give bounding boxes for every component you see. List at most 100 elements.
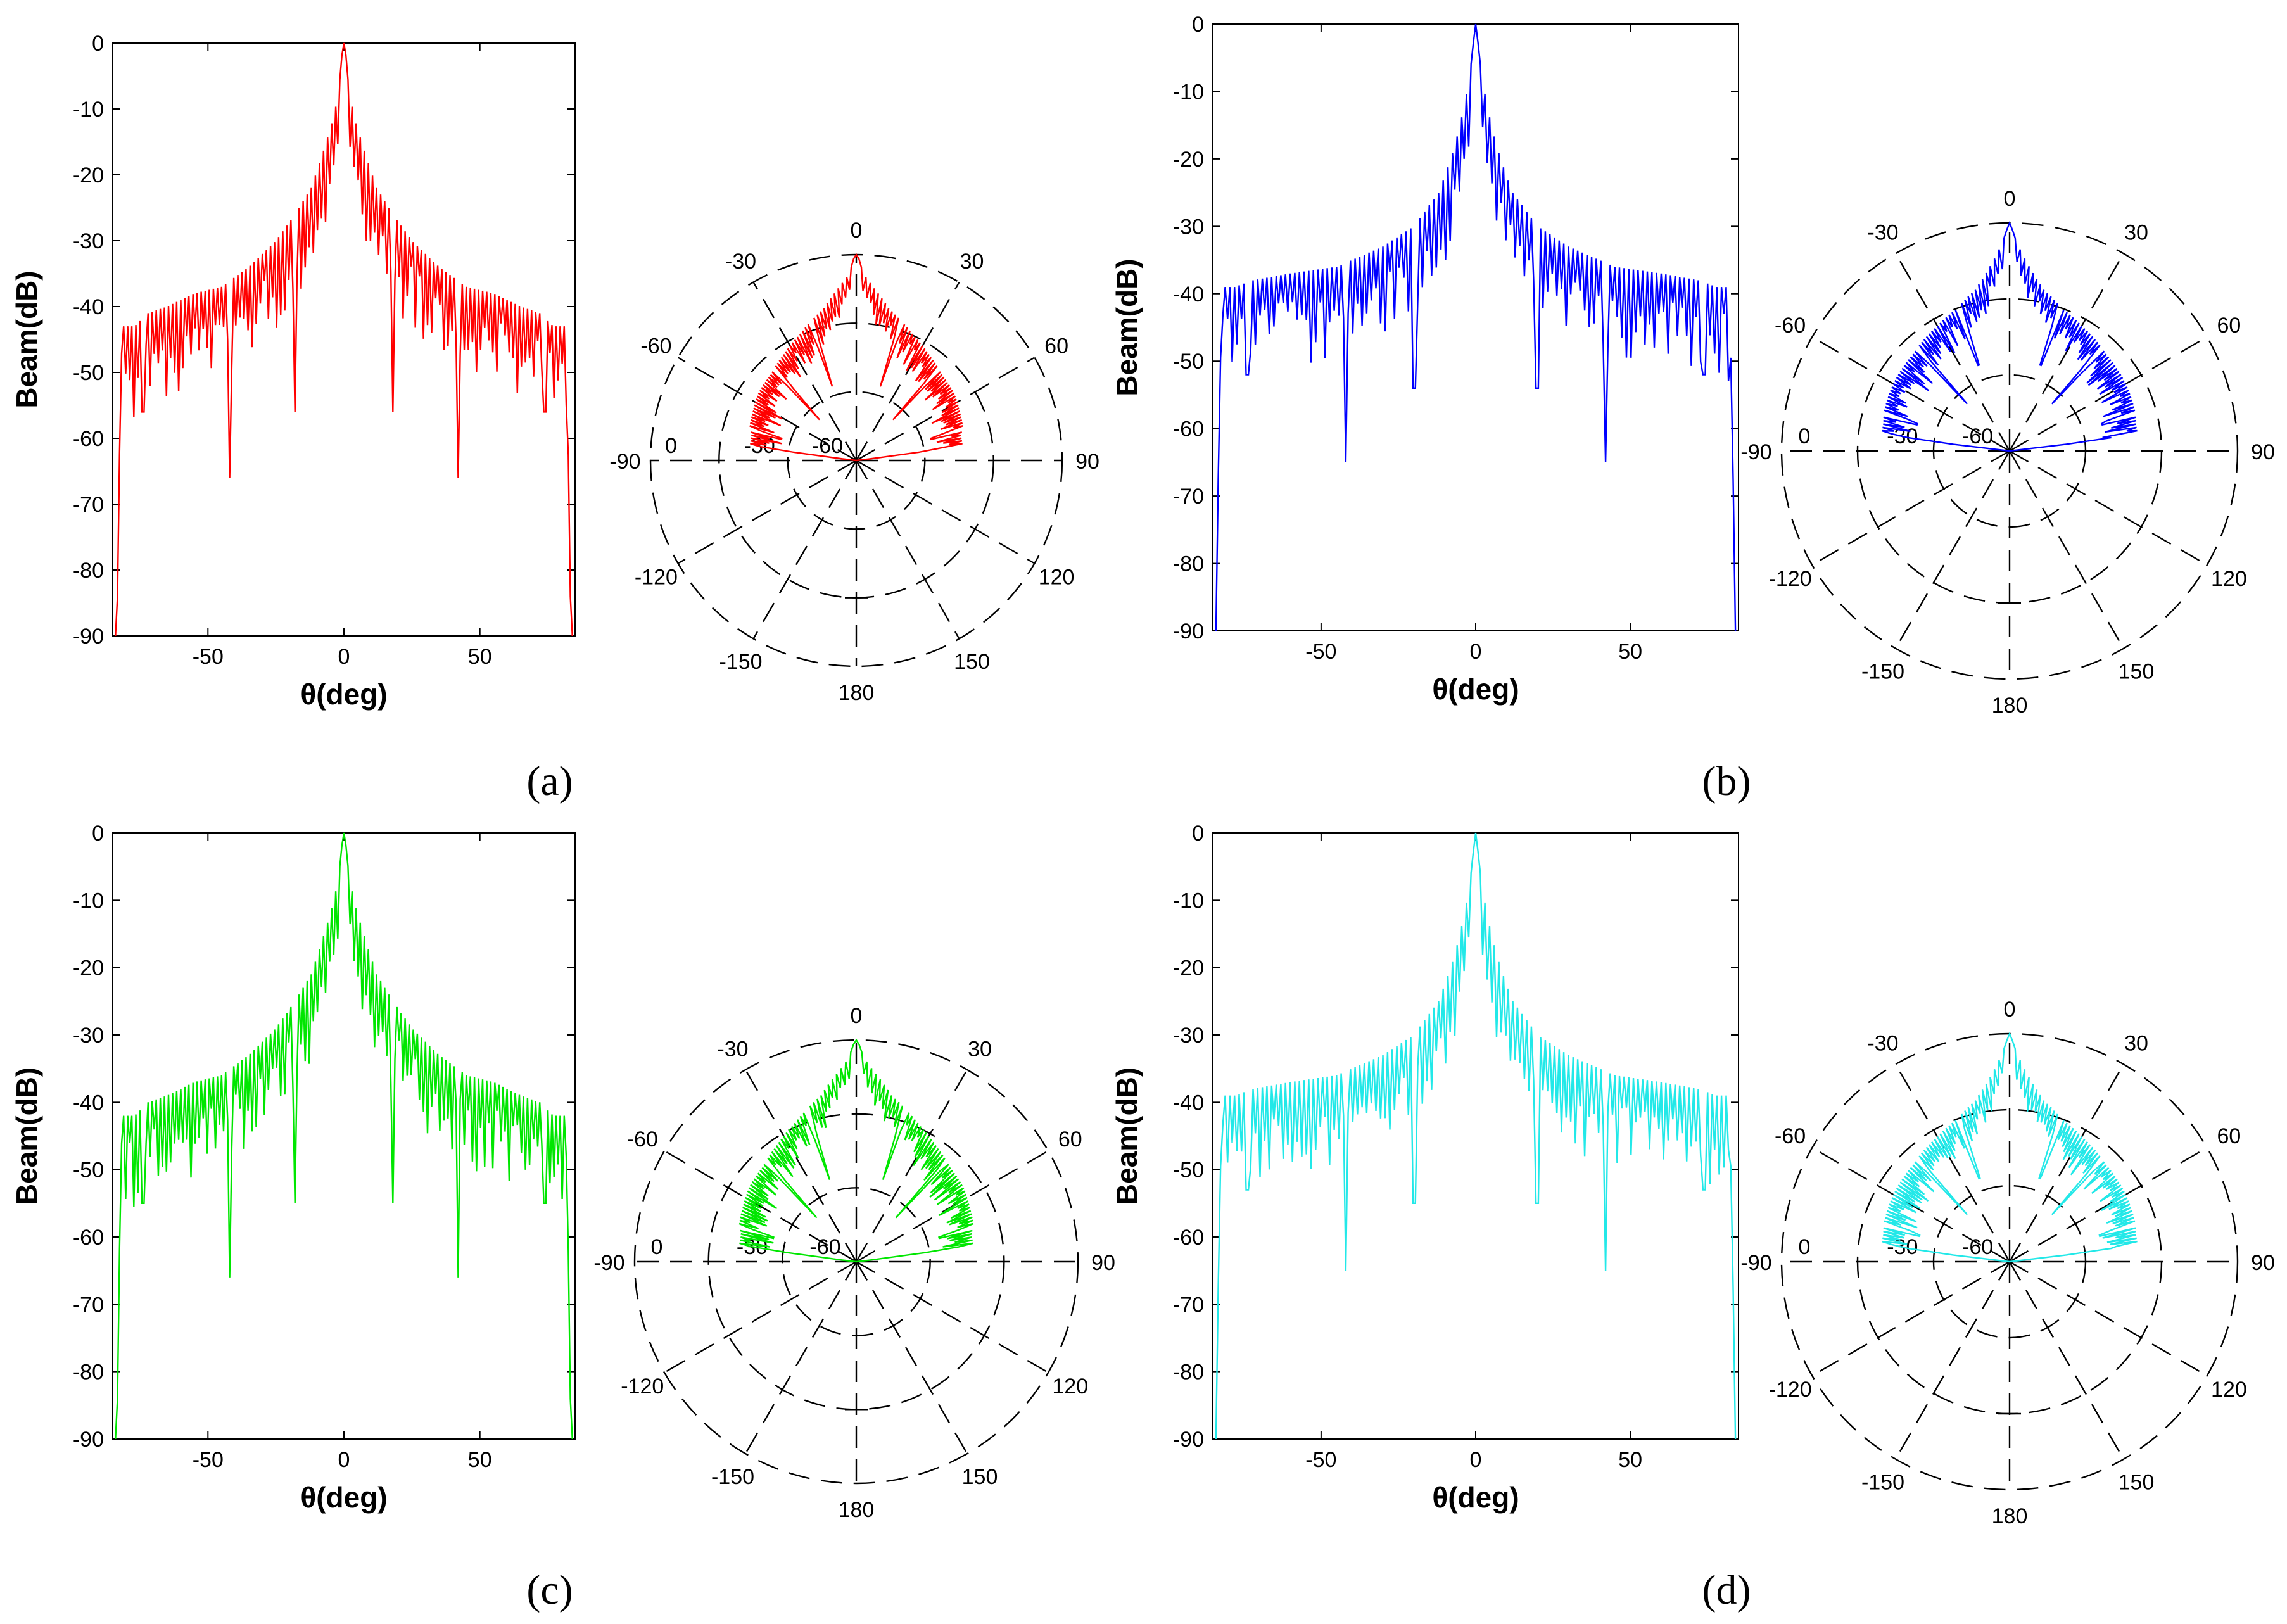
y-tick-label: -60 — [1173, 417, 1204, 441]
y-axis-label: Beam(dB) — [10, 270, 43, 408]
y-tick-label: -80 — [73, 559, 104, 583]
polar-angle-label: -150 — [719, 650, 762, 674]
y-tick-label: -50 — [73, 361, 104, 385]
polar-angle-label: -30 — [717, 1037, 748, 1061]
polar-grid-spoke — [1894, 1261, 2011, 1460]
panel-label: (a) — [526, 758, 573, 804]
polar-angle-label: -30 — [725, 250, 756, 274]
polar-angle-label: -150 — [1861, 1470, 1904, 1494]
polar-angle-label: 180 — [1992, 1504, 2028, 1528]
y-tick-label: -50 — [73, 1158, 104, 1183]
polar-angle-label: 120 — [1052, 1374, 1088, 1399]
y-tick-label: -50 — [1173, 1158, 1204, 1183]
polar-grid-spoke — [2008, 1261, 2125, 1460]
polar-angle-label: 90 — [1091, 1251, 1115, 1275]
cartesian-plot-d: 0 -10 -20 -30 -40 -50 -60 -70 -80 -90 -50 0 50 θ(deg)… — [1110, 822, 1739, 1514]
polar-grid-spoke — [855, 1069, 968, 1262]
polar-angle-label: -30 — [1867, 1032, 1898, 1056]
cartesian-plot-a: 0 -10 -20 -30 -40 -50 -60 -70 -80 -90 -50 0 50 θ(deg)… — [10, 32, 576, 711]
polar-radial-label: -60 — [1962, 424, 1993, 448]
polar-angle-label: -60 — [627, 1127, 658, 1151]
polar-angle-label: 150 — [2119, 659, 2155, 683]
polar-grid-spoke — [856, 1260, 1049, 1374]
polar-angle-label: -120 — [1769, 1378, 1812, 1402]
y-tick-label: -90 — [73, 625, 104, 649]
y-tick-label: 0 — [1192, 13, 1204, 37]
polar-grid-spoke — [677, 459, 857, 564]
polar-beam-series — [738, 1038, 974, 1263]
y-tick-label: -20 — [1173, 148, 1204, 172]
polar-grid-spoke — [2009, 1146, 2208, 1263]
beam-series-line — [115, 832, 573, 1440]
y-tick-label: -20 — [1173, 956, 1204, 980]
polar-angle-label: 30 — [2124, 1032, 2148, 1056]
polar-angle-label: 90 — [2251, 440, 2275, 464]
polar-grid-spoke — [1811, 1260, 2010, 1377]
polar-angle-label: 120 — [1039, 566, 1075, 590]
cartesian-plot-c: 0 -10 -20 -30 -40 -50 -60 -70 -80 -90 -50 0 50 θ(deg)… — [10, 822, 576, 1514]
polar-radial-label: 0 — [665, 434, 677, 458]
polar-grid-spoke — [2009, 1260, 2208, 1377]
polar-radial-label: -60 — [1962, 1235, 1993, 1259]
polar-beam-series — [1882, 220, 2138, 452]
x-tick-label: -50 — [1305, 640, 1336, 664]
y-tick-label: -60 — [73, 1226, 104, 1250]
x-tick-label: 50 — [468, 645, 492, 669]
y-tick-label: -10 — [1173, 889, 1204, 913]
polar-radial-label: 0 — [1799, 424, 1811, 448]
y-tick-label: -80 — [73, 1361, 104, 1385]
y-tick-label: -70 — [73, 493, 104, 517]
polar-angle-label: -30 — [1867, 221, 1898, 245]
x-tick-label: 0 — [1470, 1448, 1482, 1472]
polar-angle-label: 60 — [2217, 314, 2241, 338]
polar-grid-spoke — [664, 1260, 857, 1374]
y-tick-label: -10 — [1173, 80, 1204, 104]
polar-grid-spoke — [1894, 253, 2011, 452]
x-tick-label: 50 — [1618, 1448, 1642, 1472]
x-axis-label: θ(deg) — [1432, 673, 1519, 706]
y-tick-label: -30 — [1173, 1024, 1204, 1048]
x-tick-label: 0 — [338, 645, 350, 669]
y-tick-label: -80 — [1173, 552, 1204, 576]
polar-angle-label: -150 — [1861, 659, 1904, 683]
polar-angle-label: 30 — [968, 1037, 992, 1061]
panel-label: (c) — [526, 1567, 573, 1613]
y-tick-label: -70 — [1173, 1293, 1204, 1317]
polar-grid-spoke — [664, 1150, 857, 1263]
polar-angle-label: -120 — [635, 566, 678, 590]
polar-grid-spoke — [856, 357, 1036, 462]
y-tick-label: -90 — [73, 1428, 104, 1452]
y-tick-label: -80 — [1173, 1361, 1204, 1385]
polar-grid-spoke — [1811, 336, 2010, 452]
x-axis-label: θ(deg) — [300, 1481, 387, 1514]
polar-grid-spoke — [1894, 450, 2011, 649]
x-tick-label: 50 — [1618, 640, 1642, 664]
polar-angle-label: 180 — [839, 681, 875, 705]
polar-angle-label: 0 — [851, 219, 863, 243]
x-tick-label: -50 — [193, 645, 224, 669]
polar-angle-label: 120 — [2211, 567, 2247, 591]
polar-grid-spoke — [2008, 253, 2125, 452]
polar-beam-series — [1882, 1031, 2138, 1263]
x-axis-label: θ(deg) — [1432, 1481, 1519, 1514]
y-tick-label: -60 — [1173, 1226, 1204, 1250]
y-tick-label: -70 — [1173, 485, 1204, 509]
beam-series-line — [1215, 23, 1737, 631]
y-axis-label: Beam(dB) — [1110, 1067, 1143, 1205]
y-tick-label: -70 — [73, 1293, 104, 1317]
x-axis-label: θ(deg) — [300, 678, 387, 711]
y-tick-label: -10 — [73, 98, 104, 122]
polar-radial-label: 0 — [651, 1235, 663, 1259]
polar-grid-spoke — [855, 281, 960, 461]
y-tick-label: -60 — [73, 427, 104, 451]
x-tick-label: -50 — [193, 1448, 224, 1472]
polar-grid-spoke — [1811, 450, 2010, 566]
cartesian-plot-b: 0 -10 -20 -30 -40 -50 -60 -70 -80 -90 -50 0 50 θ(deg)… — [1110, 13, 1739, 706]
y-tick-label: -40 — [1173, 1091, 1204, 1115]
polar-angle-label: 180 — [839, 1498, 875, 1522]
x-tick-label: -50 — [1305, 1448, 1336, 1472]
polar-angle-label: -120 — [621, 1374, 664, 1399]
